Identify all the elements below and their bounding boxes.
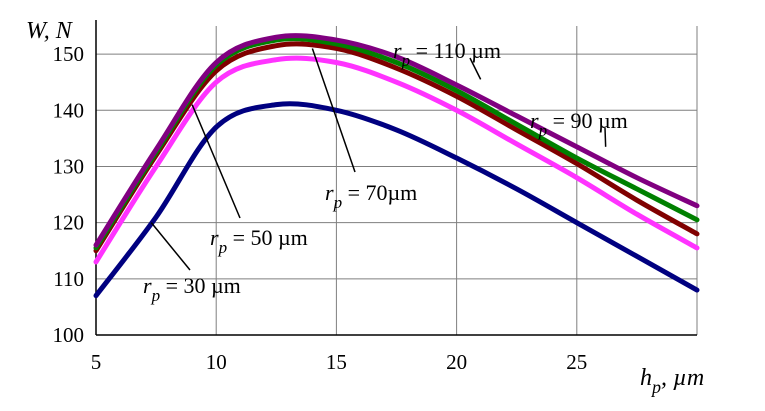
annotation-label: rp = 50 µm (210, 225, 308, 257)
grid (95, 26, 698, 336)
x-tick-label: 25 (566, 350, 587, 374)
series-line-5 (93, 33, 700, 248)
series-line-2 (93, 55, 700, 265)
x-tick-label: 15 (326, 350, 347, 374)
axes (95, 20, 697, 336)
y-tick-label: 100 (53, 323, 85, 347)
x-axis-title: hp, µm (640, 365, 704, 397)
y-tick-label: 110 (53, 267, 84, 291)
series-line-3 (93, 41, 700, 254)
x-tick-label: 20 (446, 350, 467, 374)
y-tick-label: 150 (53, 42, 85, 66)
x-tick-label: 10 (206, 350, 227, 374)
y-tick-label: 120 (53, 211, 85, 235)
y-axis-title: W, N (26, 18, 74, 44)
annotations: rp = 110 µm rp = 90 µm rp = 70µm rp = 50 µm… (143, 38, 628, 305)
annotation-leader (150, 222, 191, 271)
series-line-1 (93, 101, 700, 299)
annotation-leader (604, 127, 607, 147)
annotation-label: rp = 70µm (325, 180, 417, 212)
annotation-leader (191, 104, 241, 219)
tick-labels: 100 110 120 130 140 150 5 10 15 20 25 (53, 42, 588, 374)
y-tick-label: 130 (53, 154, 85, 178)
x-tick-label: 5 (91, 350, 102, 374)
annotation-label: rp = 30 µm (143, 273, 241, 305)
annotation-label: rp = 110 µm (393, 38, 501, 70)
annotation-leader (469, 57, 482, 80)
y-tick-label: 140 (53, 98, 85, 122)
annotation-leader (311, 48, 356, 173)
series-lines (93, 33, 700, 299)
annotation-label: rp = 90 µm (530, 108, 628, 140)
